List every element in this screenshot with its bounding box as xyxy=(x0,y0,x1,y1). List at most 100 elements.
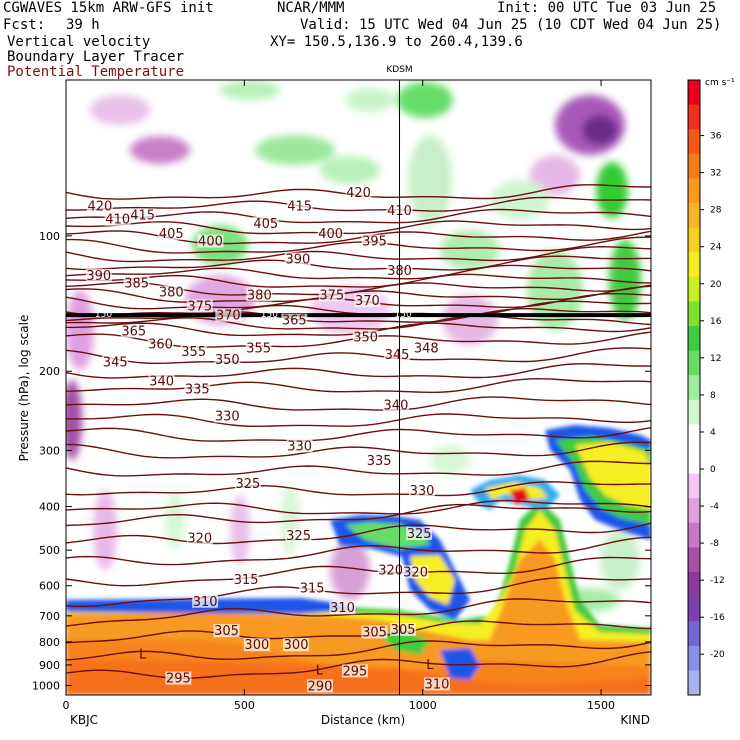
theta-label-bg xyxy=(252,216,279,230)
theta-label: 305 xyxy=(362,625,387,640)
theta-label-bg xyxy=(180,344,207,358)
colorbar-swatch xyxy=(688,547,700,573)
theta-label-bg xyxy=(390,622,417,636)
y-tick-label: 1000 xyxy=(32,679,60,692)
colorbar-frame xyxy=(687,79,701,696)
theta-label-bg xyxy=(123,276,150,290)
pressure-symbols: L L L xyxy=(139,647,434,678)
theta-label-bg xyxy=(354,293,381,307)
tropopause-label: 150 xyxy=(395,310,412,320)
theta-label-bg xyxy=(214,409,241,423)
theta-label: 380 xyxy=(247,288,272,303)
theta-contour xyxy=(66,347,651,364)
theta-label: 345 xyxy=(103,355,128,370)
y-tick-label: 100 xyxy=(39,230,60,243)
theta-label: 295 xyxy=(166,672,191,687)
colorbar: 36 32 28 24 20 16 12 8 4 0 -4 -8 -12 -16 -20 xyxy=(687,79,725,696)
y-axis: 100 200 300 400 500 600 700 800 900 1000 xyxy=(32,230,651,692)
theta-contour xyxy=(66,255,651,271)
theta-label: 340 xyxy=(384,399,409,414)
theta-label: 320 xyxy=(403,565,428,580)
theta-label-bg xyxy=(243,638,270,652)
theta-label-bg xyxy=(345,185,372,199)
theta-contour xyxy=(66,273,651,288)
theta-label-bg xyxy=(165,671,192,685)
theta-label: 380 xyxy=(159,285,184,300)
theta-label: 345 xyxy=(385,348,410,363)
theta-label-bg xyxy=(413,341,440,355)
theta-contour xyxy=(66,640,651,661)
theta-label: 340 xyxy=(149,375,174,390)
theta-contour xyxy=(66,396,651,411)
theta-label: 330 xyxy=(410,484,435,499)
colorbar-tick-label: 32 xyxy=(710,169,721,179)
colorbar-tick-label: 0 xyxy=(710,465,716,475)
colorbar-swatch xyxy=(688,104,700,130)
theta-label: 390 xyxy=(86,269,111,284)
fcst-hours: 39 h xyxy=(66,17,100,33)
colorbar-swatch xyxy=(688,621,700,647)
theta-label: 400 xyxy=(318,227,343,242)
theta-label: 320 xyxy=(187,532,212,547)
theta-label-bg xyxy=(129,208,156,222)
colorbar-tick-label: 20 xyxy=(710,280,722,290)
low-symbol: L xyxy=(139,647,147,662)
theta-label: 300 xyxy=(284,638,309,653)
fcst-label: Fcst: xyxy=(3,17,46,33)
theta-contour xyxy=(66,220,651,235)
theta-label: 305 xyxy=(391,623,416,638)
model-title: CGWAVES 15km ARW-GFS init xyxy=(3,0,214,16)
theta-label-bg xyxy=(352,330,379,344)
theta-label: 310 xyxy=(330,601,355,616)
colorbar-swatch xyxy=(688,449,700,475)
theta-label-bg xyxy=(213,624,240,638)
colorbar-tick-label: 16 xyxy=(710,317,722,327)
colorbar-swatch xyxy=(688,670,700,696)
colorbar-swatch xyxy=(688,153,700,179)
theta-label: 310 xyxy=(425,677,450,692)
theta-label-bg xyxy=(86,199,113,213)
theta-label-bg xyxy=(406,526,433,540)
theta-contour xyxy=(66,413,651,427)
colorbar-tick-label: -4 xyxy=(710,502,719,512)
colorbar-swatch xyxy=(688,227,700,253)
field-potential-temperature: Potential Temperature xyxy=(7,64,185,80)
theta-contour xyxy=(66,208,651,224)
y-tick-label: 800 xyxy=(39,636,60,649)
colorbar-swatch xyxy=(688,252,700,278)
theta-label: 300 xyxy=(244,638,269,653)
colorbar-tick-label: 12 xyxy=(710,354,721,364)
theta-label: 310 xyxy=(193,595,218,610)
theta-label-bg xyxy=(366,454,393,468)
theta-contour xyxy=(66,236,651,254)
x-tick-label: 500 xyxy=(234,699,255,712)
theta-label-bg xyxy=(192,594,219,608)
theta-label-bg xyxy=(281,313,308,327)
theta-label: 365 xyxy=(282,314,307,329)
theta-contour xyxy=(66,285,651,303)
theta-label: 350 xyxy=(215,353,240,368)
theta-label-bg xyxy=(283,638,310,652)
theta-label-bg xyxy=(158,226,185,240)
theta-contour xyxy=(66,196,651,212)
theta-label: 360 xyxy=(148,337,173,352)
colorbar-swatch xyxy=(688,178,700,204)
theta-label-bg xyxy=(317,226,344,240)
theta-label-bg xyxy=(234,477,261,491)
theta-label-bg xyxy=(284,252,311,266)
theta-label: 325 xyxy=(407,527,432,542)
plot-frame xyxy=(65,79,652,696)
init-time: Init: 00 UTC Tue 03 Jun 25 xyxy=(497,0,717,16)
colorbar-swatch xyxy=(688,326,700,352)
colorbar-tick-label: -12 xyxy=(710,576,725,586)
colorbar-swatch xyxy=(688,522,700,548)
theta-contour xyxy=(66,245,651,263)
theta-label: 335 xyxy=(185,383,210,398)
theta-label: 410 xyxy=(105,213,130,228)
theta-label: 405 xyxy=(159,227,184,242)
theta-contour xyxy=(66,503,651,527)
theta-label-bg xyxy=(329,601,356,615)
org-label: NCAR/MMM xyxy=(277,0,345,16)
theta-contour xyxy=(66,460,651,477)
